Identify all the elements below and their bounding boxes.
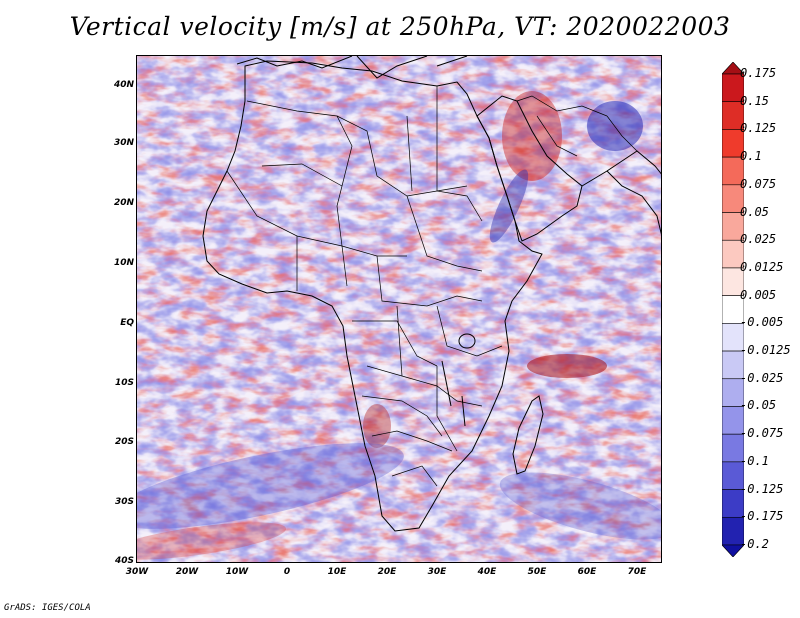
- downdraft-south-indian: [499, 472, 661, 540]
- credit-text: GrADS: IGES/COLA: [4, 603, 91, 613]
- lon-tick-20e: 20E: [377, 567, 397, 577]
- colorbar-level-label: 0.175: [740, 66, 777, 80]
- chart-title: Vertical velocity [m/s] at 250hPa, VT: 2…: [69, 12, 731, 41]
- colorbar-bottom-triangle: [722, 544, 744, 557]
- arabia-coastline: [476, 95, 583, 242]
- colorbar-level-label: 0.125: [740, 121, 777, 136]
- lon-tick-10e: 10E: [327, 567, 347, 577]
- downdraft-redsea: [489, 169, 529, 243]
- colorbar-level-label: -0.1: [740, 453, 769, 468]
- colorbar-level-label: 0.0125: [740, 259, 784, 274]
- colorbar-level-label: 0.1: [740, 149, 762, 164]
- lat-tick-20s: 20S: [114, 437, 134, 447]
- lat-tick-40s: 40S: [114, 556, 134, 566]
- colorbar-level-label: -0.005: [740, 315, 784, 330]
- lat-tick-30n: 30N: [113, 138, 134, 148]
- lat-tick-eq: EQ: [120, 318, 134, 328]
- lon-tick-20w: 20W: [175, 567, 199, 577]
- lat-tick-30s: 30S: [114, 497, 134, 507]
- lon-tick-60e: 60E: [577, 567, 597, 577]
- lakes: [441, 333, 476, 427]
- map-plot-area: [136, 55, 662, 563]
- colorbar-level-label: -0.125: [740, 481, 784, 496]
- colorbar-level-label: -0.175: [740, 509, 784, 524]
- lon-tick-30e: 30E: [427, 567, 447, 577]
- colorbar-level-label: -0.05: [740, 398, 777, 413]
- updraft-south-africa: [363, 404, 391, 448]
- lat-tick-40n: 40N: [113, 80, 134, 90]
- europe-coastline: [236, 56, 468, 79]
- lon-tick-30w: 30W: [125, 567, 149, 577]
- colorbar-level-label: -0.2: [740, 537, 769, 551]
- lon-tick-0: 0: [283, 567, 291, 577]
- colorbar-level-label: 0.025: [740, 232, 777, 247]
- lon-tick-70e: 70E: [627, 567, 647, 577]
- colorbar-level-label: 0.05: [740, 204, 769, 219]
- lat-tick-10s: 10S: [114, 378, 134, 388]
- lat-tick-20n: 20N: [113, 198, 134, 208]
- colorbar-level-label: -0.075: [740, 426, 784, 441]
- downdraft-south-atlantic: [137, 443, 404, 529]
- africa-coastline: [202, 60, 543, 532]
- lon-tick-10w: 10W: [225, 567, 249, 577]
- lake-victoria: [458, 333, 476, 349]
- colorbar-level-label: 0.075: [740, 176, 777, 191]
- vertical-velocity-map: [137, 56, 661, 562]
- lon-tick-50e: 50E: [527, 567, 547, 577]
- lake-malawi: [461, 395, 466, 427]
- updraft-indian-ocean: [527, 354, 607, 378]
- madagascar-coastline: [512, 395, 544, 475]
- colorbar-level-label: -0.025: [740, 370, 784, 385]
- colorbar-level-label: -0.0125: [740, 343, 791, 358]
- country-borders: [226, 86, 638, 487]
- lat-tick-10n: 10N: [113, 258, 134, 268]
- colorbar-level-label: 0.15: [740, 93, 769, 108]
- lake-tanganyika: [441, 360, 452, 407]
- updraft-southwest: [137, 522, 287, 560]
- updraft-arabia: [502, 91, 562, 181]
- colorbar: [722, 62, 744, 557]
- colorbar-level-label: 0.005: [740, 287, 777, 302]
- lon-tick-40e: 40E: [477, 567, 497, 577]
- velocity-field: [137, 56, 661, 562]
- downdraft-iran: [587, 101, 643, 151]
